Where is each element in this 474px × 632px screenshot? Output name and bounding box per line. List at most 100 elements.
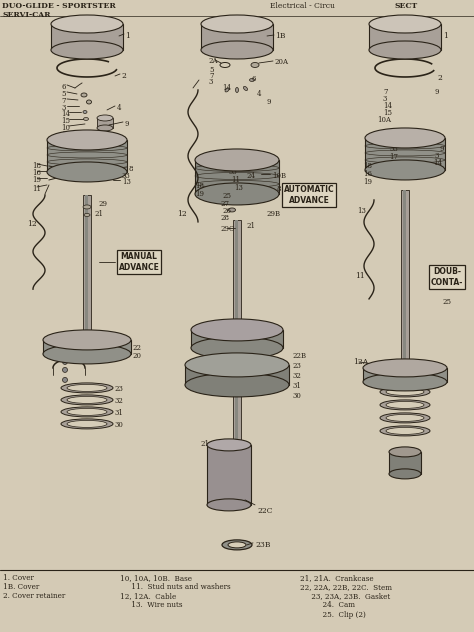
Ellipse shape xyxy=(191,319,283,341)
Ellipse shape xyxy=(380,413,430,423)
Bar xyxy=(40,160,80,200)
Text: 19: 19 xyxy=(195,190,204,198)
Bar xyxy=(280,400,320,440)
Bar xyxy=(83,195,91,335)
Polygon shape xyxy=(185,365,289,385)
Ellipse shape xyxy=(73,28,85,32)
Ellipse shape xyxy=(83,205,91,209)
Text: 19: 19 xyxy=(32,176,41,184)
Bar xyxy=(120,480,160,520)
Bar xyxy=(360,0,400,40)
Text: 6: 6 xyxy=(252,75,256,83)
Text: 31: 31 xyxy=(115,409,124,417)
Ellipse shape xyxy=(379,132,431,144)
Ellipse shape xyxy=(380,426,430,436)
Text: 3: 3 xyxy=(209,78,213,86)
Ellipse shape xyxy=(207,439,251,451)
Bar xyxy=(80,160,120,200)
Bar xyxy=(360,440,400,480)
Ellipse shape xyxy=(81,93,87,97)
Bar xyxy=(280,480,320,520)
Bar xyxy=(200,400,240,440)
Ellipse shape xyxy=(389,469,421,479)
Text: 26: 26 xyxy=(223,207,232,215)
Bar xyxy=(200,200,240,240)
Bar xyxy=(280,0,320,40)
Ellipse shape xyxy=(244,87,247,90)
Bar xyxy=(160,200,200,240)
Ellipse shape xyxy=(195,183,279,205)
Bar xyxy=(320,320,360,360)
Ellipse shape xyxy=(207,499,251,511)
Bar xyxy=(240,0,280,40)
Bar xyxy=(120,440,160,480)
Text: 1. Cover
1B. Cover
2. Cover retainer: 1. Cover 1B. Cover 2. Cover retainer xyxy=(3,574,65,600)
Ellipse shape xyxy=(380,387,430,397)
Bar xyxy=(0,280,40,320)
Bar xyxy=(80,400,120,440)
Bar xyxy=(280,40,320,80)
Ellipse shape xyxy=(251,63,259,68)
Bar xyxy=(160,440,200,480)
Ellipse shape xyxy=(207,323,267,337)
Bar xyxy=(80,480,120,520)
Bar xyxy=(200,520,240,560)
Ellipse shape xyxy=(392,28,402,32)
Ellipse shape xyxy=(61,419,113,429)
Bar xyxy=(440,240,474,280)
Ellipse shape xyxy=(386,427,424,434)
Ellipse shape xyxy=(61,383,113,393)
Bar xyxy=(40,480,80,520)
Bar xyxy=(0,400,40,440)
Ellipse shape xyxy=(231,189,243,195)
Ellipse shape xyxy=(195,149,279,171)
Text: 25: 25 xyxy=(443,298,452,306)
Text: 2: 2 xyxy=(437,74,442,82)
Bar xyxy=(240,440,280,480)
Bar xyxy=(440,120,474,160)
Bar xyxy=(200,480,240,520)
Bar xyxy=(40,240,80,280)
Text: 1: 1 xyxy=(443,32,448,40)
Bar xyxy=(40,600,80,632)
Ellipse shape xyxy=(67,396,107,403)
Bar xyxy=(80,440,120,480)
Bar xyxy=(80,0,120,40)
Ellipse shape xyxy=(365,160,445,180)
Ellipse shape xyxy=(222,540,252,550)
Bar xyxy=(440,200,474,240)
Bar xyxy=(200,240,240,280)
Bar xyxy=(233,220,241,440)
Bar xyxy=(440,480,474,520)
Text: 14: 14 xyxy=(433,159,442,167)
Text: 5: 5 xyxy=(209,66,213,74)
Text: 9: 9 xyxy=(125,120,129,128)
Text: 28: 28 xyxy=(221,214,230,222)
Bar xyxy=(0,360,40,400)
Text: 5: 5 xyxy=(61,90,65,98)
Ellipse shape xyxy=(386,401,424,408)
Bar xyxy=(40,280,80,320)
Bar xyxy=(200,360,240,400)
Bar xyxy=(403,190,407,365)
Text: 10, 10A, 10B.  Base
     11.  Stud nuts and washers
12, 12A.  Cable
     13.  Wi: 10, 10A, 10B. Base 11. Stud nuts and was… xyxy=(120,574,231,609)
Bar xyxy=(236,220,238,440)
Bar xyxy=(40,560,80,600)
Text: 13: 13 xyxy=(122,178,131,186)
Text: 10: 10 xyxy=(61,124,70,132)
Text: 16: 16 xyxy=(32,169,41,177)
Ellipse shape xyxy=(47,162,127,182)
Bar xyxy=(240,520,280,560)
Bar xyxy=(360,240,400,280)
Ellipse shape xyxy=(369,15,441,33)
Text: 20A: 20A xyxy=(275,58,289,66)
Bar xyxy=(200,80,240,120)
Ellipse shape xyxy=(63,367,67,372)
Bar xyxy=(160,120,200,160)
Bar xyxy=(160,40,200,80)
Ellipse shape xyxy=(378,362,432,374)
Bar xyxy=(320,240,360,280)
Bar xyxy=(120,200,160,240)
Bar xyxy=(320,120,360,160)
Bar xyxy=(440,400,474,440)
